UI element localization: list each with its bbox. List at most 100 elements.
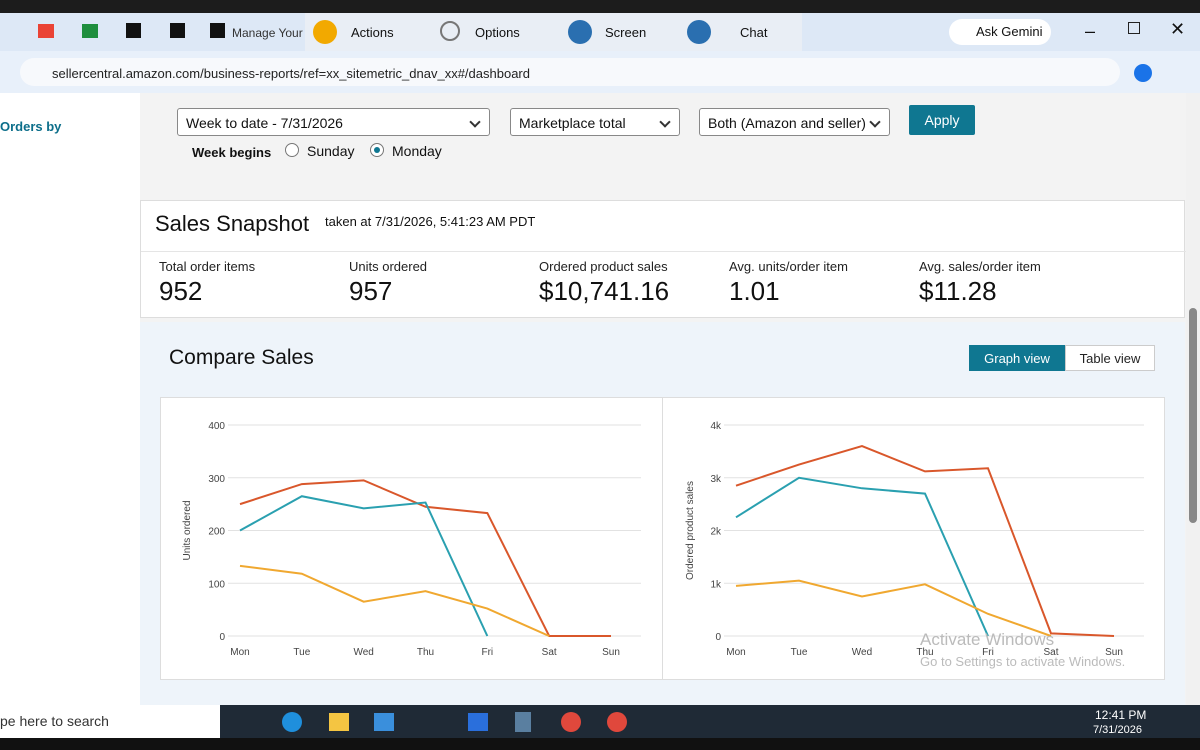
gmail-icon[interactable]	[38, 24, 54, 38]
bottom-strip	[0, 738, 1200, 750]
breakdown-select[interactable]: Marketplace total	[510, 108, 680, 136]
clock-date: 7/31/2026	[1093, 724, 1142, 736]
amazon-icon[interactable]	[170, 23, 185, 38]
series-line	[735, 445, 1115, 637]
x-tick-label: Sun	[602, 647, 620, 658]
toolbar-item[interactable]: Actions	[351, 25, 394, 40]
chrome-icon[interactable]	[607, 712, 627, 732]
scrollbar[interactable]	[1186, 93, 1200, 705]
profile-avatar[interactable]	[1134, 64, 1152, 82]
apply-button[interactable]: Apply	[909, 105, 975, 135]
x-tick-label: Sat	[1043, 647, 1058, 658]
y-tick-label: 400	[208, 421, 225, 432]
x-tick-label: Sun	[1105, 647, 1123, 658]
sidebar-link[interactable]: Orders by	[0, 119, 62, 134]
y-tick-label: 4k	[710, 421, 722, 432]
x-tick-label: Mon	[230, 647, 249, 658]
tab-title[interactable]: Manage Your I	[232, 26, 310, 40]
date-select[interactable]: Week to date - 7/31/2026	[177, 108, 490, 136]
tab-bar: Manage Your I Actions Options Screen Cha…	[0, 13, 1200, 51]
view-button[interactable]: Table view	[1065, 345, 1155, 371]
screen-icon	[568, 20, 592, 44]
x-tick-label: Fri	[481, 647, 493, 658]
y-axis-label: Ordered product sales	[685, 481, 696, 580]
y-axis-label: Units ordered	[182, 500, 193, 560]
snapshot-time: taken at 7/31/2026, 5:41:23 AM PDT	[325, 214, 536, 229]
series-line	[239, 479, 611, 637]
y-tick-label: 0	[219, 632, 225, 643]
amazon-icon[interactable]	[126, 23, 141, 38]
search-box[interactable]: pe here to search	[0, 705, 220, 738]
toolbar-item[interactable]: Options	[475, 25, 520, 40]
metric-label: Avg. units/order item	[729, 259, 848, 274]
x-tick-label: Sat	[542, 647, 557, 658]
taskbar: pe here to search 12:41 PM 7/31/2026	[0, 705, 1200, 738]
x-tick-label: Wed	[353, 647, 373, 658]
gemini-button[interactable]: Ask Gemini	[949, 19, 1051, 45]
compare-panel: Compare Sales Graph view Table view	[140, 322, 1185, 705]
scroll-thumb[interactable]	[1189, 308, 1197, 523]
watermark-text: Go to Settings to activate Windows.	[920, 654, 1126, 669]
charts: 0 100 200 300 400 Mon Tue Wed Thu Fri Sat Sun Units …	[182, 421, 1144, 658]
series-line	[239, 495, 489, 637]
x-tick-label: Mon	[726, 647, 745, 658]
snapshot-card: Sales Snapshot taken at 7/31/2026, 5:41:…	[140, 200, 1186, 318]
series-line	[735, 476, 989, 637]
watermark-title: Activate Windows	[920, 630, 1055, 649]
chat-icon	[687, 20, 711, 44]
series-line	[239, 564, 550, 637]
y-tick-label: 100	[208, 579, 225, 590]
y-tick-label: 1k	[710, 579, 722, 590]
y-tick-label: 0	[715, 632, 721, 643]
metric-value: $11.28	[919, 276, 997, 306]
metric-label: Units ordered	[349, 259, 428, 274]
x-tick-label: Thu	[417, 647, 434, 658]
omnibox[interactable]	[20, 58, 1120, 86]
calculator-icon[interactable]	[515, 712, 531, 732]
metric-value: 952	[159, 276, 203, 306]
channel-select[interactable]: Both (Amazon and seller)	[699, 108, 890, 136]
sidebar: Orders by	[0, 93, 140, 705]
tab-icon[interactable]	[82, 24, 98, 38]
address-bar-area: sellercentral.amazon.com/business-report…	[0, 51, 1200, 93]
x-tick-label: Tue	[293, 647, 310, 658]
y-tick-label: 200	[208, 527, 225, 538]
actions-icon	[313, 20, 337, 44]
y-tick-label: 2k	[710, 527, 722, 538]
close[interactable]: ✕	[1170, 19, 1186, 39]
metric-value: 957	[349, 276, 393, 306]
url[interactable]: sellercentral.amazon.com/business-report…	[52, 66, 530, 81]
radio-label[interactable]: Monday	[392, 143, 442, 159]
divider	[662, 397, 663, 680]
radio-label[interactable]: Sunday	[307, 143, 355, 159]
x-tick-label: Thu	[916, 647, 933, 658]
restore[interactable]	[1128, 22, 1140, 34]
edge-icon[interactable]	[282, 712, 302, 732]
y-tick-label: 3k	[710, 474, 722, 485]
x-tick-label: Wed	[852, 647, 872, 658]
metric-value: 1.01	[729, 276, 780, 306]
options-icon	[440, 21, 460, 41]
chrome-icon[interactable]	[561, 712, 581, 732]
x-tick-label: Tue	[791, 647, 808, 658]
radio[interactable]	[285, 143, 299, 157]
clock-time: 12:41 PM	[1095, 708, 1147, 722]
compare-title: Compare Sales	[169, 346, 314, 369]
y-tick-label: 300	[208, 474, 225, 485]
amazon-icon[interactable]	[210, 23, 225, 38]
explorer-icon[interactable]	[329, 713, 349, 731]
toolbar-item[interactable]: Chat	[740, 25, 768, 40]
week-begins-label: Week begins	[192, 145, 272, 160]
outlook-icon[interactable]	[468, 713, 488, 731]
metric-label: Total order items	[159, 259, 256, 274]
top-strip	[0, 0, 1200, 13]
snapshot-title: Sales Snapshot	[155, 211, 310, 236]
view-button[interactable]: Graph view	[969, 345, 1065, 371]
store-icon[interactable]	[374, 713, 394, 731]
minimize[interactable]: –	[1085, 21, 1096, 41]
toolbar-item[interactable]: Screen	[605, 25, 647, 40]
metric-value: $10,741.16	[539, 276, 670, 306]
x-tick-label: Fri	[982, 647, 994, 658]
metric-label: Ordered product sales	[539, 259, 668, 274]
